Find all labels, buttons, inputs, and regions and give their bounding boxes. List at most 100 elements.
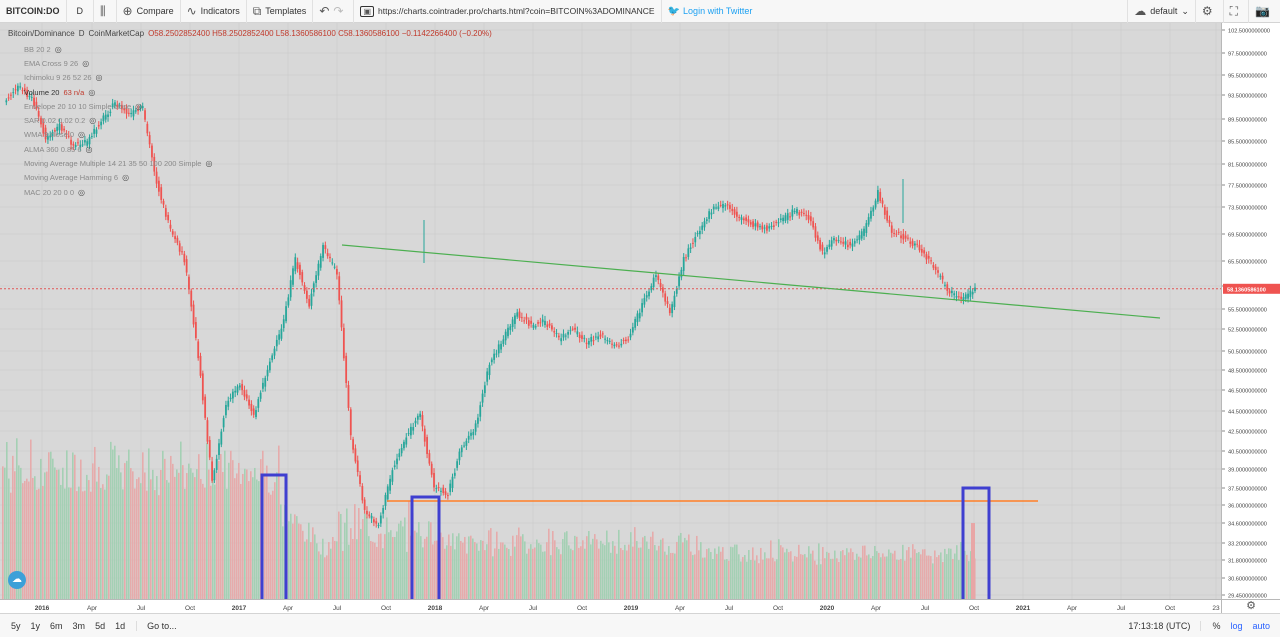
candle	[532, 324, 535, 328]
plus-circle-icon: ⊕	[122, 4, 133, 18]
indicator-row[interactable]: Volume 20 63 n/a ◎	[24, 85, 212, 99]
candle	[530, 320, 533, 324]
range-button[interactable]: 1y	[30, 620, 41, 631]
log-toggle[interactable]: log	[1230, 620, 1243, 631]
volume-bar	[96, 481, 98, 599]
range-button[interactable]: 6m	[50, 620, 63, 631]
volume-bar	[104, 489, 106, 599]
candle	[805, 214, 808, 216]
indicator-row[interactable]: BB 20 2 ◎	[24, 42, 212, 56]
percent-toggle[interactable]: %	[1212, 620, 1221, 631]
indicator-row[interactable]: ALMA 360 0.85 6 ◎	[24, 142, 212, 156]
candle	[245, 394, 248, 399]
twitter-login-button[interactable]: 🐦 Login with Twitter	[662, 0, 759, 23]
indicator-row[interactable]: WMA 9 close 0 ◎	[24, 128, 212, 142]
screenshot-button[interactable]: 📷	[1249, 0, 1280, 23]
range-button[interactable]: 5d	[95, 620, 106, 631]
eye-hidden-icon[interactable]: ◎	[85, 144, 93, 154]
time-axis[interactable]: 2016 Apr Jul Oct 2017 Apr Jul Oct 2018 Apr Jul Oct 2…	[0, 599, 1221, 613]
volume-bar	[640, 547, 642, 599]
volume-bar	[78, 486, 80, 599]
y-tick-label: 46.5000000000	[1228, 389, 1267, 395]
interval-button[interactable]: D	[67, 0, 94, 23]
price-axis[interactable]: 102.5000000000 97.5000000000 95.5000000000…	[1221, 23, 1280, 600]
layout-button[interactable]: ☁ default ⌄	[1127, 0, 1196, 23]
compare-button[interactable]: ⊕ Compare	[117, 0, 181, 23]
y-tick-label: 73.5000000000	[1228, 206, 1267, 212]
volume-bar	[442, 537, 444, 599]
x-tick-label: Oct	[1165, 605, 1175, 612]
cloud-save-icon[interactable]: ☁	[8, 571, 26, 589]
candle	[446, 495, 449, 497]
indicator-row[interactable]: Envelope 20 10 10 Simple close ◎	[24, 99, 212, 113]
volume-bar	[406, 551, 408, 599]
candle	[294, 257, 297, 272]
eye-hidden-icon[interactable]: ◎	[122, 173, 130, 183]
volume-bar	[322, 538, 324, 599]
eye-hidden-icon[interactable]: ◎	[95, 73, 103, 83]
eye-hidden-icon[interactable]: ◎	[205, 159, 213, 169]
snapshot-url[interactable]: ▣ https://charts.cointrader.pro/charts.ht…	[354, 0, 662, 23]
eye-hidden-icon[interactable]: ◎	[88, 87, 96, 97]
candle	[7, 97, 10, 99]
candle	[583, 337, 586, 339]
candle	[345, 355, 348, 384]
chart-pane[interactable]	[0, 23, 1221, 609]
undo-button[interactable]: ↶ ↷	[313, 0, 355, 23]
candle	[520, 317, 523, 319]
eye-hidden-icon[interactable]: ◎	[78, 130, 86, 140]
volume-bar	[256, 479, 258, 599]
series-title: Bitcoin/Dominance	[8, 29, 75, 38]
volume-bar	[936, 557, 938, 599]
chart-style-button[interactable]: ⫼	[94, 0, 117, 23]
indicator-label: Moving Average Hamming 6	[24, 173, 119, 183]
volume-bar	[318, 551, 320, 599]
volume-bar	[546, 542, 548, 599]
volume-bar	[384, 534, 386, 599]
volume-bar	[554, 540, 556, 599]
volume-bar	[418, 522, 420, 599]
volume-bar	[234, 478, 236, 599]
volume-bar	[902, 544, 904, 599]
candle	[692, 242, 694, 244]
templates-button[interactable]: ⧉ Templates	[247, 0, 314, 23]
price-chart[interactable]	[0, 23, 1221, 609]
indicator-row[interactable]: SAR 0.02 0.02 0.2 ◎	[24, 113, 212, 127]
eye-hidden-icon[interactable]: ◎	[54, 44, 62, 54]
range-button[interactable]: 1d	[115, 620, 126, 631]
auto-toggle[interactable]: auto	[1252, 620, 1270, 631]
indicator-row[interactable]: Moving Average Multiple 14 21 35 50 100 …	[24, 156, 212, 170]
volume-bar	[710, 552, 712, 599]
indicators-button[interactable]: ∿ Indicators	[181, 0, 247, 23]
indicator-row[interactable]: EMA Cross 9 26 ◎	[24, 56, 212, 70]
volume-bar	[196, 469, 198, 599]
candle	[125, 108, 128, 114]
candle	[139, 107, 142, 109]
range-button[interactable]: 5y	[11, 620, 21, 631]
eye-hidden-icon[interactable]: ◎	[89, 116, 97, 126]
candle	[21, 90, 24, 92]
indicator-row[interactable]: Moving Average Hamming 6 ◎	[24, 171, 212, 185]
volume-bar	[904, 560, 906, 599]
eye-hidden-icon[interactable]: ◎	[135, 101, 143, 111]
indicator-row[interactable]: MAC 20 20 0 0 ◎	[24, 185, 212, 199]
range-button[interactable]: 3m	[72, 620, 86, 631]
eye-hidden-icon[interactable]: ◎	[82, 58, 90, 68]
candle	[789, 216, 791, 218]
volume-bar	[504, 544, 506, 599]
candle	[874, 200, 877, 208]
volume-bar	[222, 471, 224, 599]
indicator-row[interactable]: Ichimoku 9 26 52 26 ◎	[24, 71, 212, 85]
chart-settings-corner[interactable]: ⚙	[1221, 599, 1280, 613]
candle	[174, 236, 176, 240]
volume-bar	[556, 547, 558, 599]
redo-icon[interactable]: ↷	[333, 4, 344, 18]
settings-button[interactable]: ⚙	[1196, 0, 1224, 23]
candle	[694, 236, 697, 243]
y-tick-label: 93.5000000000	[1228, 94, 1267, 100]
volume-bar	[736, 544, 738, 599]
eye-hidden-icon[interactable]: ◎	[78, 187, 86, 197]
goto-button[interactable]: Go to...	[136, 620, 182, 631]
fullscreen-button[interactable]: ⛶	[1224, 0, 1250, 23]
symbol-search[interactable]: BITCOIN:DO	[0, 0, 67, 23]
